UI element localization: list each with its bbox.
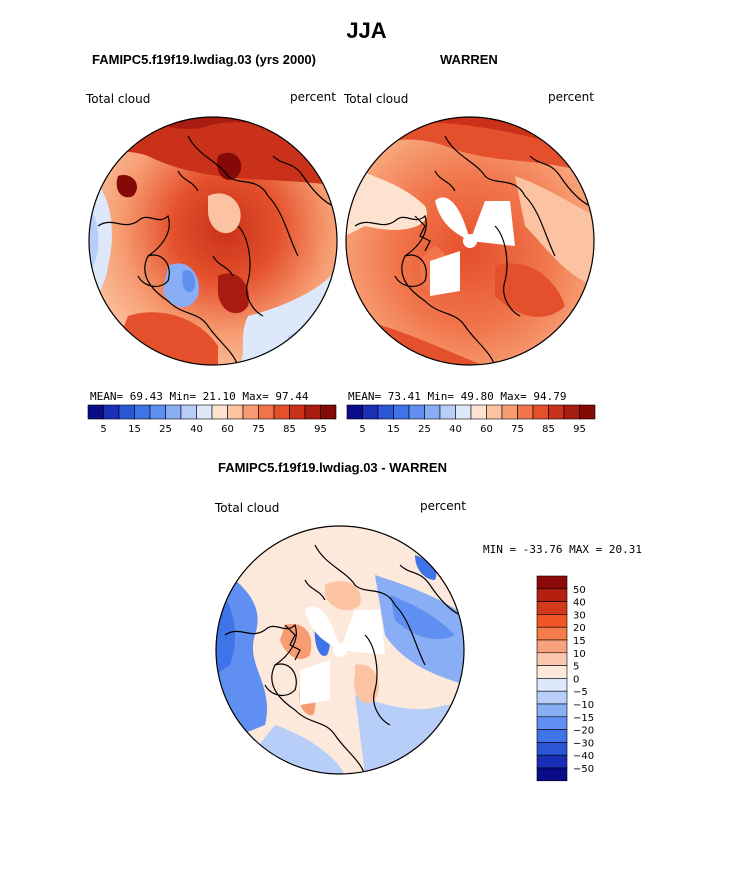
panel2-polar-map <box>345 116 595 366</box>
colorbar-tick-label: 85 <box>283 424 296 435</box>
colorbar-swatch <box>536 601 568 615</box>
colorbar-swatch <box>149 404 166 420</box>
colorbar-swatch <box>424 404 441 420</box>
colorbar-swatch <box>536 742 568 756</box>
colorbar-swatch <box>548 404 565 420</box>
colorbar-swatch <box>196 404 213 420</box>
colorbar-swatch <box>377 404 394 420</box>
colorbar-tick-label: 25 <box>418 424 431 435</box>
colorbar-tick-label: 5 <box>100 424 106 435</box>
colorbar-tick-label: 75 <box>252 424 265 435</box>
colorbar-swatch <box>470 404 487 420</box>
panel3-polar-map <box>215 525 465 775</box>
panel2-units-label: percent <box>548 90 594 104</box>
colorbar-swatch <box>536 639 568 654</box>
colorbar-tick-label: 20 <box>573 623 586 634</box>
panel3-title: FAMIPC5.f19f19.lwdiag.03 - WARREN <box>218 460 447 475</box>
colorbar-swatch <box>501 404 518 420</box>
colorbar-tick-label: 40 <box>190 424 203 435</box>
colorbar-swatch <box>536 665 568 679</box>
colorbar-swatch <box>134 404 151 420</box>
colorbar-swatch <box>536 703 568 718</box>
panel3-stats: MIN = -33.76 MAX = 20.31 <box>483 543 642 556</box>
panel1-variable-label: Total cloud <box>86 92 151 106</box>
colorbar-tick-label: 10 <box>573 649 586 660</box>
colorbar-swatch <box>536 614 568 628</box>
panel1-units-label: percent <box>290 90 336 104</box>
panel1-title: FAMIPC5.f19f19.lwdiag.03 (yrs 2000) <box>92 52 316 67</box>
colorbar-tick-label: 85 <box>542 424 555 435</box>
colorbar-swatch <box>536 690 568 705</box>
colorbar-swatch <box>532 404 549 420</box>
colorbar-tick-label: 75 <box>511 424 524 435</box>
colorbar-swatch <box>320 404 337 420</box>
colorbar-tick-label: 15 <box>387 424 400 435</box>
colorbar-swatch <box>536 588 568 602</box>
colorbar-swatch <box>242 404 259 420</box>
colorbar-swatch <box>211 404 228 420</box>
colorbar-swatch <box>289 404 306 420</box>
panel3-units-label: percent <box>420 499 466 513</box>
colorbar-tick-label: 15 <box>573 636 586 647</box>
colorbar-swatch <box>165 404 182 420</box>
colorbar-swatch <box>536 754 568 769</box>
colorbar-swatch <box>180 404 197 420</box>
colorbar-swatch <box>536 575 568 590</box>
colorbar-swatch <box>536 729 568 743</box>
colorbar-swatch <box>536 767 568 782</box>
colorbar-swatch <box>536 716 568 730</box>
colorbar-swatch <box>563 404 580 420</box>
colorbar-tick-label: 0 <box>573 674 579 685</box>
panel3-variable-label: Total cloud <box>215 501 280 515</box>
colorbar-swatch <box>408 404 425 420</box>
colorbar-tick-label: −20 <box>573 726 594 737</box>
colorbar-tick-label: 95 <box>573 424 586 435</box>
colorbar-tick-label: 5 <box>573 662 579 673</box>
colorbar-swatch <box>362 404 379 420</box>
colorbar-tick-label: −10 <box>573 700 594 711</box>
colorbar-tick-label: −5 <box>573 687 588 698</box>
colorbar-swatch <box>118 404 135 420</box>
colorbar-swatch <box>536 652 568 666</box>
colorbar-tick-label: −15 <box>573 713 594 724</box>
colorbar-swatch <box>486 404 503 420</box>
colorbar-tick-label: −40 <box>573 751 594 762</box>
colorbar-tick-label: 30 <box>573 610 586 621</box>
colorbar-swatch <box>393 404 410 420</box>
panel2-stats: MEAN= 73.41 Min= 49.80 Max= 94.79 <box>348 390 567 403</box>
panel1-colorbar: 5 15 25 40 60 75 85 95 <box>87 404 337 435</box>
colorbar-tick-label: −50 <box>573 764 594 775</box>
colorbar-swatch <box>304 404 321 420</box>
figure-title: JJA <box>346 18 387 43</box>
colorbar-tick-label: 15 <box>128 424 141 435</box>
colorbar-swatch <box>536 678 568 692</box>
colorbar-swatch <box>87 404 104 420</box>
colorbar-tick-label: 25 <box>159 424 172 435</box>
colorbar-tick-label: 50 <box>573 585 586 596</box>
colorbar-swatch <box>346 404 363 420</box>
colorbar-tick-label: 40 <box>573 598 586 609</box>
colorbar-swatch <box>439 404 456 420</box>
colorbar-tick-label: 60 <box>221 424 234 435</box>
colorbar-swatch <box>227 404 244 420</box>
panel2-variable-label: Total cloud <box>344 92 409 106</box>
colorbar-swatch <box>579 404 596 420</box>
colorbar-swatch <box>517 404 534 420</box>
colorbar-swatch <box>455 404 472 420</box>
colorbar-tick-label: 60 <box>480 424 493 435</box>
colorbar-tick-label: 40 <box>449 424 462 435</box>
colorbar-swatch <box>536 626 568 641</box>
colorbar-swatch <box>273 404 290 420</box>
colorbar-tick-label: 95 <box>314 424 327 435</box>
colorbar-tick-label: 5 <box>359 424 365 435</box>
panel1-stats: MEAN= 69.43 Min= 21.10 Max= 97.44 <box>90 390 309 403</box>
panel2-title: WARREN <box>440 52 498 67</box>
panel2-colorbar: 5 15 25 40 60 75 85 95 <box>346 404 596 435</box>
colorbar-swatch <box>103 404 120 420</box>
colorbar-tick-label: −30 <box>573 738 594 749</box>
colorbar-swatch <box>258 404 275 420</box>
panel1-polar-map <box>88 116 338 366</box>
